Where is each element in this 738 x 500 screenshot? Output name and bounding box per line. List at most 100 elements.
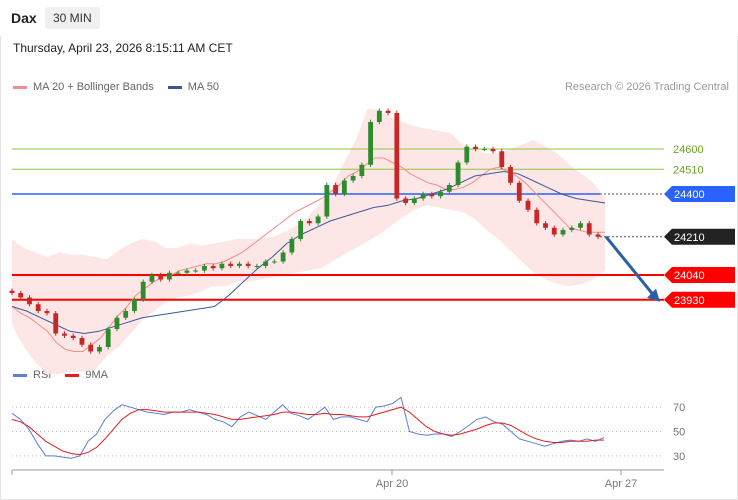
candle-body	[202, 266, 207, 271]
level-badge-24400	[664, 186, 735, 202]
candle-body	[123, 311, 129, 318]
level-label-24210: 24210	[674, 232, 705, 244]
rsi-line	[11, 396, 605, 459]
candle-body	[446, 185, 452, 192]
candle-body	[114, 317, 120, 329]
legend-ma20: MA 20 + Bollinger Bands	[13, 81, 154, 93]
candle-body	[481, 149, 487, 150]
candle-body	[53, 313, 59, 334]
rsi-tick-50: 50	[673, 427, 685, 439]
candle-body	[289, 239, 295, 253]
level-label-23930: 23930	[674, 295, 705, 307]
candle-body	[254, 266, 260, 267]
level-label-24040: 24040	[674, 270, 705, 282]
level-badge-23930	[664, 291, 735, 308]
candle-body	[595, 234, 601, 237]
candle-body	[315, 216, 321, 224]
bollinger-band	[12, 108, 605, 374]
candle-body	[333, 185, 339, 194]
level-label-24600: 24600	[673, 144, 704, 156]
candle-body	[236, 263, 242, 266]
candle-body	[569, 227, 575, 230]
candle-body	[385, 110, 391, 113]
candle-body	[473, 146, 478, 149]
candle-body	[35, 304, 41, 311]
candle-body	[499, 151, 505, 167]
candle-body	[368, 122, 374, 165]
level-badge-24040	[664, 267, 735, 283]
candle-body	[105, 329, 111, 347]
timeframe-button[interactable]: 30 MIN	[45, 7, 100, 29]
datetime-label: Thursday, April 23, 2026 8:15:11 AM CET	[13, 41, 233, 55]
forecast-arrow-shaft	[604, 235, 656, 297]
ma20-line	[11, 157, 605, 352]
candle-body	[88, 344, 94, 352]
candle-body	[228, 263, 234, 266]
symbol-title: Dax	[11, 10, 37, 26]
legend-ma50-label: MA 50	[187, 81, 219, 93]
price-legend: MA 20 + Bollinger Bands MA 50	[13, 81, 233, 93]
candle-body	[411, 198, 417, 203]
candle-body	[298, 221, 304, 239]
candle-body	[464, 146, 470, 163]
candle-body	[403, 198, 408, 203]
candle-body	[578, 223, 583, 228]
candle-body	[350, 176, 356, 181]
level-label-24400: 24400	[674, 189, 705, 201]
candles-group	[9, 108, 601, 354]
candle-body	[175, 272, 181, 274]
candle-body	[140, 281, 146, 300]
candle-body	[27, 297, 32, 305]
rsi-ma-line	[11, 406, 604, 456]
legend-ma20-swatch	[13, 85, 27, 89]
candle-body	[490, 149, 496, 152]
forecast-arrow-head	[647, 288, 660, 302]
candle-body	[167, 272, 172, 280]
candle-body	[44, 311, 50, 314]
level-badge-24210	[664, 228, 735, 245]
candle-body	[508, 167, 513, 183]
candle-body	[97, 347, 102, 352]
candle-body	[9, 290, 15, 293]
legend-rsi-ma: 9MA	[65, 369, 108, 381]
candle-body	[420, 194, 426, 199]
candle-body	[516, 182, 522, 201]
candle-body	[359, 164, 365, 176]
candle-body	[245, 263, 251, 266]
legend-rsi-ma-label: 9MA	[85, 369, 108, 381]
candle-body	[341, 180, 347, 194]
candle-body	[551, 227, 557, 235]
candle-body	[429, 194, 435, 197]
legend-rsi-swatch	[13, 373, 27, 377]
ma50-line	[11, 170, 606, 335]
level-label-24510: 24510	[673, 164, 704, 176]
candle-body	[324, 185, 330, 217]
candle-body	[158, 275, 164, 280]
candle-body	[210, 266, 216, 269]
candle-body	[184, 270, 190, 273]
candle-body	[394, 113, 400, 199]
candle-body	[438, 191, 443, 197]
header-bar: Dax 30 MIN	[0, 0, 738, 36]
candle-body	[543, 223, 548, 228]
candle-body	[525, 200, 531, 210]
candle-body	[79, 338, 85, 345]
candle-body	[280, 252, 286, 262]
legend-ma20-label: MA 20 + Bollinger Bands	[33, 81, 154, 93]
candle-body	[18, 293, 24, 298]
legend-rsi-ma-swatch	[65, 373, 80, 377]
candle-body	[534, 209, 540, 224]
candle-body	[70, 335, 76, 338]
legend-ma50: MA 50	[167, 81, 219, 93]
x-tick-label-1: Apr 27	[605, 478, 637, 490]
candle-body	[271, 261, 277, 263]
x-tick-label-0: Apr 20	[376, 478, 408, 490]
candle-body	[455, 162, 461, 185]
rsi-tick-30: 30	[673, 451, 685, 463]
rsi-tick-70: 70	[673, 402, 685, 414]
candle-body	[376, 110, 382, 122]
candle-body	[306, 221, 312, 224]
copyright-label: Research © 2026 Trading Central	[564, 81, 729, 93]
candle-body	[586, 223, 592, 235]
